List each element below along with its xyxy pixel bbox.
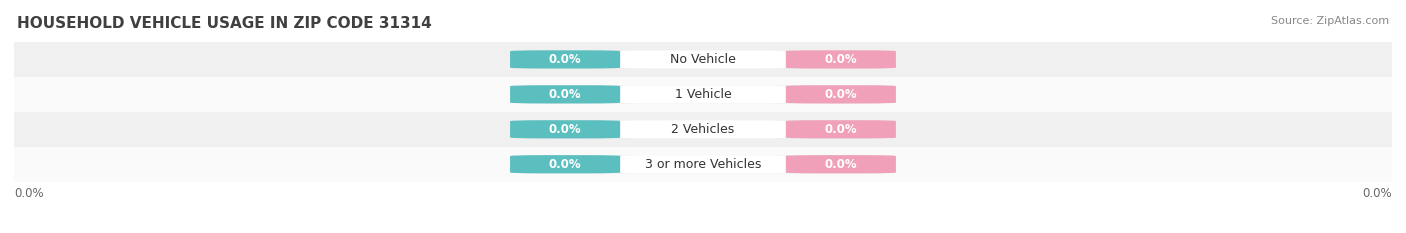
- FancyBboxPatch shape: [510, 120, 896, 138]
- FancyBboxPatch shape: [510, 85, 896, 103]
- Bar: [14, 42, 1392, 77]
- Text: 0.0%: 0.0%: [824, 158, 858, 171]
- Text: 0.0%: 0.0%: [1362, 187, 1392, 200]
- Text: 0.0%: 0.0%: [548, 123, 582, 136]
- Text: No Vehicle: No Vehicle: [671, 53, 735, 66]
- FancyBboxPatch shape: [510, 120, 620, 138]
- Text: 2 Vehicles: 2 Vehicles: [672, 123, 734, 136]
- Bar: [14, 147, 1392, 182]
- FancyBboxPatch shape: [786, 85, 896, 103]
- Text: 0.0%: 0.0%: [548, 53, 582, 66]
- FancyBboxPatch shape: [620, 85, 786, 103]
- FancyBboxPatch shape: [786, 155, 896, 173]
- FancyBboxPatch shape: [620, 155, 786, 173]
- Text: 0.0%: 0.0%: [14, 187, 44, 200]
- FancyBboxPatch shape: [620, 120, 786, 138]
- Text: 0.0%: 0.0%: [548, 158, 582, 171]
- FancyBboxPatch shape: [620, 50, 786, 69]
- FancyBboxPatch shape: [510, 50, 896, 69]
- FancyBboxPatch shape: [510, 155, 620, 173]
- Text: HOUSEHOLD VEHICLE USAGE IN ZIP CODE 31314: HOUSEHOLD VEHICLE USAGE IN ZIP CODE 3131…: [17, 16, 432, 31]
- FancyBboxPatch shape: [786, 50, 896, 69]
- Text: 0.0%: 0.0%: [824, 53, 858, 66]
- Bar: [14, 77, 1392, 112]
- FancyBboxPatch shape: [786, 120, 896, 138]
- Text: 0.0%: 0.0%: [548, 88, 582, 101]
- Text: 3 or more Vehicles: 3 or more Vehicles: [645, 158, 761, 171]
- Text: Source: ZipAtlas.com: Source: ZipAtlas.com: [1271, 16, 1389, 26]
- Bar: [14, 112, 1392, 147]
- FancyBboxPatch shape: [510, 50, 620, 69]
- Text: 0.0%: 0.0%: [824, 123, 858, 136]
- FancyBboxPatch shape: [510, 155, 896, 173]
- Text: 0.0%: 0.0%: [824, 88, 858, 101]
- Text: 1 Vehicle: 1 Vehicle: [675, 88, 731, 101]
- FancyBboxPatch shape: [510, 85, 620, 103]
